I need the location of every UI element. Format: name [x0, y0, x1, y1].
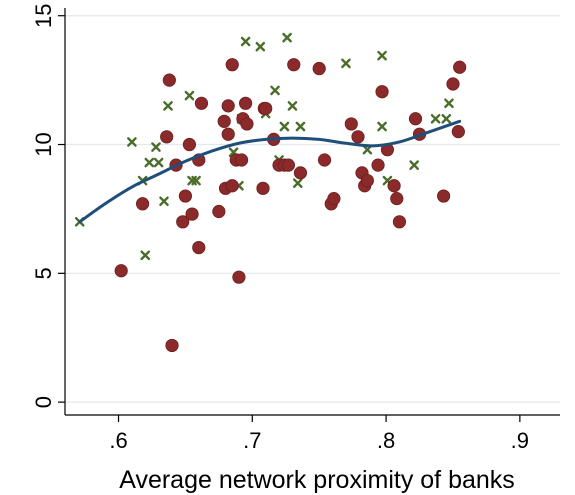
dot-point: [281, 158, 296, 172]
cross-point: [153, 157, 164, 168]
cross-point: [377, 121, 387, 132]
dot-point: [371, 158, 385, 172]
dot-point: [185, 207, 199, 221]
dot-point: [259, 101, 273, 116]
dot-point: [344, 117, 358, 131]
dot-point: [221, 99, 235, 113]
cross-point: [279, 121, 290, 132]
cross-point: [255, 41, 266, 52]
plot-marks: [74, 32, 467, 353]
dot-point: [312, 61, 326, 76]
cross-point: [127, 137, 137, 147]
cross-point: [159, 196, 169, 206]
dot-point: [176, 215, 190, 229]
dot-point: [387, 179, 401, 193]
y-tick-label: 5: [31, 267, 56, 279]
dot-point: [232, 270, 246, 284]
dot-point: [212, 204, 226, 219]
dot-point: [437, 189, 451, 203]
dot-point: [165, 338, 179, 353]
dot-point: [293, 166, 308, 180]
dot-point: [225, 58, 239, 72]
dot-point: [182, 137, 197, 152]
dot-point: [446, 77, 460, 91]
dot-point: [408, 112, 423, 126]
dot-point: [287, 58, 301, 72]
dot-point: [392, 215, 407, 229]
cross-point: [295, 121, 306, 132]
dot-point: [135, 197, 150, 211]
dot-point: [234, 153, 249, 167]
dot-point: [327, 192, 341, 206]
dot-point: [390, 192, 404, 206]
fit-line: [78, 119, 462, 224]
cross-point: [184, 90, 195, 101]
x-tick-label: .8: [377, 428, 395, 453]
cross-point: [341, 58, 351, 69]
dot-point: [375, 85, 389, 99]
dot-point: [453, 60, 467, 74]
cross-point: [140, 250, 151, 261]
cross-point: [270, 85, 280, 96]
dot-point: [225, 179, 239, 193]
cross-point: [191, 175, 201, 186]
cross-point: [441, 113, 452, 124]
grid-lines: [65, 15, 560, 403]
cross-point: [282, 32, 292, 43]
dot-point: [317, 153, 332, 167]
x-tick-label: .6: [109, 428, 127, 453]
dot-point: [162, 73, 176, 87]
dot-point: [239, 96, 253, 110]
axes: 0 5 10 15 .6 .7 .8 .9: [31, 3, 560, 453]
dot-point: [256, 181, 270, 195]
cross-point: [377, 50, 387, 61]
y-tick-label: 15: [31, 3, 56, 27]
dot-point: [240, 117, 254, 131]
cross-point: [287, 101, 298, 111]
dot-point: [351, 130, 365, 144]
cross-point: [430, 113, 441, 124]
dot-point: [194, 96, 209, 110]
cross-point: [292, 178, 303, 188]
dot-point: [192, 240, 206, 255]
cross-point: [144, 157, 155, 168]
dot-point: [160, 130, 174, 144]
cross-point: [444, 98, 454, 109]
dot-point: [360, 173, 374, 188]
dot-point: [178, 189, 193, 203]
dot-point: [451, 125, 465, 139]
cross-point: [163, 101, 173, 111]
cross-point: [240, 36, 251, 47]
cross-point: [151, 142, 161, 152]
dot-point: [221, 127, 235, 141]
dot-point: [114, 264, 128, 278]
x-tick-label: .9: [511, 428, 529, 453]
y-tick-label: 0: [31, 396, 56, 408]
dot-point: [217, 114, 231, 128]
y-tick-label: 10: [31, 132, 56, 156]
x-tick-label: .7: [243, 428, 261, 453]
cross-point: [409, 160, 419, 170]
x-axis-title: Average network proximity of banks: [119, 466, 515, 494]
